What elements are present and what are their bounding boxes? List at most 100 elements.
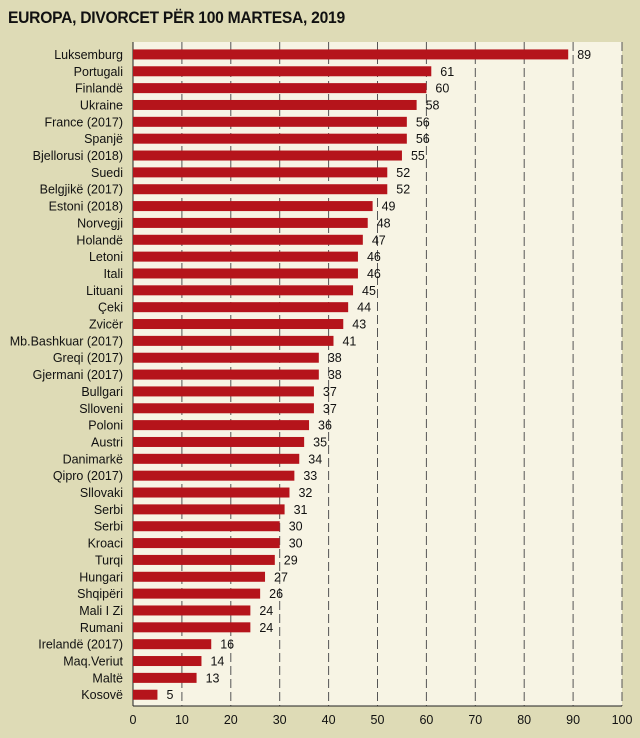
x-tick-label: 100 [612,713,633,727]
value-label: 48 [377,216,391,230]
bar [133,285,354,296]
value-label: 43 [352,318,366,332]
value-label: 26 [269,587,283,601]
bar [133,521,280,532]
bar [133,201,373,212]
value-label: 36 [318,419,332,433]
category-label: Letoni [89,250,123,264]
x-tick-label: 40 [322,713,336,727]
category-label: Holandë [76,233,123,247]
x-tick-label: 90 [566,713,580,727]
bar [133,656,202,667]
value-label: 29 [284,553,298,567]
x-tick-label: 0 [130,713,137,727]
value-label: 56 [416,132,430,146]
bar [133,436,305,447]
value-label: 89 [577,48,591,62]
value-label: 13 [206,671,220,685]
bar [133,167,388,178]
value-label: 38 [328,351,342,365]
value-label: 52 [396,183,410,197]
value-label: 16 [220,638,234,652]
category-label: Kroaci [88,537,123,551]
bar [133,689,158,700]
bar [133,453,300,464]
bar [133,369,319,380]
category-label: Maq.Veriut [63,655,123,669]
category-label: Suedi [91,166,123,180]
value-label: 37 [323,385,337,399]
value-label: 52 [396,166,410,180]
category-label: Greqi (2017) [53,351,123,365]
bar [133,672,197,683]
x-tick-label: 70 [468,713,482,727]
value-label: 35 [313,435,327,449]
value-label: 41 [342,334,356,348]
value-label: 24 [259,604,273,618]
category-label: Zvicër [89,318,123,332]
category-label: Serbi [94,503,123,517]
category-label: Poloni [88,419,123,433]
value-label: 37 [323,402,337,416]
bar [133,571,266,582]
value-label: 58 [426,98,440,112]
value-label: 44 [357,301,371,315]
category-label: Austri [91,435,123,449]
category-label: Maltë [92,671,123,685]
bar [133,605,251,616]
category-label: France (2017) [44,115,123,129]
value-label: 55 [411,149,425,163]
value-label: 5 [166,688,173,702]
category-label: Shqipëri [77,587,123,601]
x-tick-label: 10 [175,713,189,727]
value-label: 32 [298,486,312,500]
bar [133,639,212,650]
value-label: 27 [274,570,288,584]
x-tick-label: 80 [517,713,531,727]
bar [133,49,569,60]
x-tick-label: 20 [224,713,238,727]
x-tick-label: 50 [371,713,385,727]
value-label: 38 [328,368,342,382]
category-label: Luksemburg [54,48,123,62]
value-label: 31 [294,503,308,517]
category-label: Danimarkë [63,452,123,466]
value-label: 24 [259,621,273,635]
category-label: Çeki [98,301,123,315]
bar [133,588,261,599]
category-label: Gjermani (2017) [33,368,123,382]
category-label: Lituani [86,284,123,298]
category-label: Sllovaki [80,486,123,500]
bar [133,184,388,195]
category-label: Mb.Bashkuar (2017) [10,334,123,348]
category-label: Belgjikë (2017) [40,183,123,197]
value-label: 45 [362,284,376,298]
bar [133,335,334,346]
bar [133,487,290,498]
value-label: 49 [382,200,396,214]
chart-title: EUROPA, DIVORCET PËR 100 MARTESA, 2019 [8,8,345,27]
category-label: Rumani [80,621,123,635]
bar [133,622,251,633]
bar [133,554,275,565]
value-label: 56 [416,115,430,129]
x-tick-label: 60 [419,713,433,727]
category-label: Estoni (2018) [49,200,123,214]
value-label: 47 [372,233,386,247]
value-label: 46 [367,267,381,281]
bar [133,386,314,397]
value-label: 60 [435,82,449,96]
category-label: Hungari [79,570,123,584]
category-label: Finlandë [75,82,123,96]
bar [133,217,368,228]
category-label: Bullgari [81,385,123,399]
category-label: Norvegji [77,216,123,230]
value-label: 14 [210,655,224,669]
value-label: 33 [303,469,317,483]
bar [133,251,358,262]
category-label: Turqi [95,553,123,567]
category-label: Itali [104,267,123,281]
bar [133,150,402,161]
category-label: Spanjë [84,132,123,146]
category-label: Bjellorusi (2018) [33,149,123,163]
